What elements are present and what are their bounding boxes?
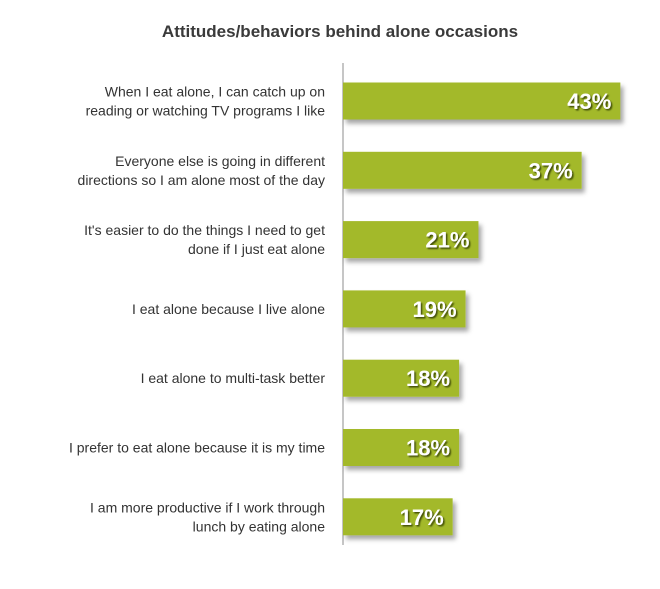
category-label-line: I prefer to eat alone because it is my t… xyxy=(69,440,325,456)
category-label: I prefer to eat alone because it is my t… xyxy=(69,440,325,456)
data-label: 43% xyxy=(567,89,611,114)
data-label: 18% xyxy=(406,436,450,461)
category-label-line: directions so I am alone most of the day xyxy=(78,172,325,188)
data-label: 17% xyxy=(400,505,444,530)
category-label-line: Everyone else is going in different xyxy=(115,153,325,169)
bar xyxy=(343,290,466,328)
bar xyxy=(343,498,453,536)
category-label-line: I am more productive if I work through xyxy=(90,499,325,515)
category-label-line: lunch by eating alone xyxy=(193,518,326,534)
category-label-line: done if I just eat alone xyxy=(188,241,325,257)
bar xyxy=(343,151,582,189)
category-label-line: I eat alone to multi-task better xyxy=(141,370,326,386)
data-label: 18% xyxy=(406,366,450,391)
chart-title: Attitudes/behaviors behind alone occasio… xyxy=(161,22,519,41)
category-label-line: reading or watching TV programs I like xyxy=(86,103,326,119)
bar xyxy=(343,82,621,120)
category-label: When I eat alone, I can catch up on readi… xyxy=(86,84,326,119)
category-label-line: I eat alone because I live alone xyxy=(132,301,325,317)
bar xyxy=(343,359,460,397)
category-label: It's easier to do the things I need to g… xyxy=(84,222,325,257)
category-label: Everyone else is going in different direc… xyxy=(78,153,326,188)
category-label: I am more productive if I work through lu… xyxy=(90,499,325,534)
category-label-line: It's easier to do the things I need to g… xyxy=(84,222,325,238)
data-label: 19% xyxy=(413,297,457,322)
category-label: I eat alone because I live alone xyxy=(132,301,325,317)
data-label: 37% xyxy=(529,158,573,183)
bar xyxy=(343,429,460,466)
category-label: I eat alone to multi-task better xyxy=(141,370,326,386)
data-label: 21% xyxy=(425,228,469,253)
bar xyxy=(343,221,479,259)
category-label-line: When I eat alone, I can catch up on xyxy=(105,84,325,100)
